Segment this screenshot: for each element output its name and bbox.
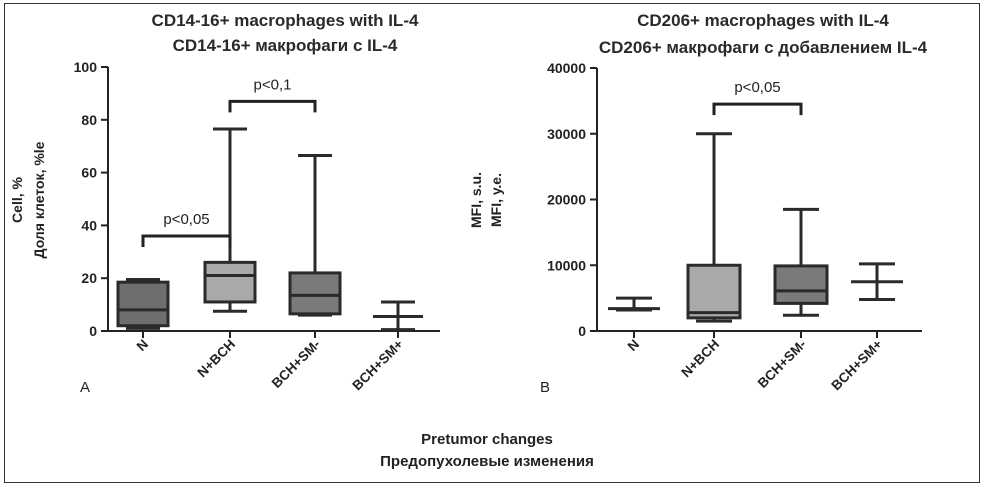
x-tick-label: BCH+SM+ (828, 336, 885, 393)
x-tick-label: N+BCH (678, 337, 722, 381)
y-tick-label: 20 (81, 270, 97, 286)
y-tick-label: 40 (81, 217, 97, 233)
chart-title-line: CD14-16+ macrophages with IL-4 (152, 11, 419, 30)
bracket-line (228, 99, 317, 113)
box-iqr (203, 260, 257, 304)
box-iqr (686, 263, 742, 320)
chart-title-line: CD206+ macrophages with IL-4 (637, 11, 889, 30)
box-1 (686, 132, 742, 323)
box-3 (851, 262, 903, 301)
y-tick-label: 80 (81, 112, 97, 128)
panel-letter: B (540, 379, 550, 396)
box-0 (116, 278, 170, 330)
y-axis-label: MFI, s.u. (468, 172, 484, 228)
p-value-label: p<0,1 (254, 76, 292, 93)
panel-letter: A (80, 379, 90, 396)
y-axis-label: MFI, у.е. (488, 173, 504, 227)
bracket-line (141, 234, 232, 247)
box-iqr (116, 280, 170, 328)
bracket-line (712, 102, 803, 116)
chart-title-line: CD206+ макрофаги с добавлением IL-4 (599, 38, 928, 57)
x-tick-label: N (625, 337, 643, 355)
y-tick-label: 0 (89, 323, 97, 339)
y-axis-label: Cell, % (9, 176, 25, 222)
box-iqr (288, 271, 342, 316)
y-tick-label: 40000 (547, 60, 586, 76)
box-3 (373, 300, 423, 332)
y-tick-label: 30000 (547, 126, 586, 142)
chart-title-line: CD14-16+ макрофаги с IL-4 (173, 36, 398, 55)
y-axis-label: Доля клеток, %le (31, 141, 47, 258)
y-tick-label: 20000 (547, 192, 586, 208)
panel-b: CD206+ macrophages with IL-4 CD206+ макро… (468, 11, 928, 396)
x-axis-title-line: Предопухолевые изменения (380, 453, 594, 470)
box-iqr (773, 264, 829, 305)
x-axis-title-line: Pretumor changes (421, 431, 553, 448)
significance-bracket: p<0,05 (712, 79, 803, 116)
significance-bracket: p<0,05 (141, 211, 232, 247)
panel-a: CD14-16+ macrophages with IL-4 CD14-16+ м… (9, 11, 440, 396)
x-tick-label: BCH+SM+ (349, 336, 406, 393)
x-tick-label: N+BCH (194, 337, 238, 381)
x-tick-label: BCH+SM- (755, 337, 809, 391)
box-0 (608, 296, 660, 312)
box-2 (773, 207, 829, 317)
y-tick-label: 60 (81, 165, 97, 181)
y-tick-label: 100 (74, 59, 98, 75)
p-value-label: p<0,05 (734, 79, 780, 96)
significance-bracket: p<0,1 (228, 76, 317, 113)
p-value-label: p<0,05 (163, 211, 209, 228)
y-tick-label: 10000 (547, 257, 586, 273)
x-tick-label: N (134, 337, 152, 355)
box-1 (203, 127, 257, 313)
y-tick-label: 0 (578, 323, 586, 339)
x-tick-label: BCH+SM- (269, 337, 323, 391)
box-2 (288, 153, 342, 317)
figure-frame (4, 3, 980, 483)
